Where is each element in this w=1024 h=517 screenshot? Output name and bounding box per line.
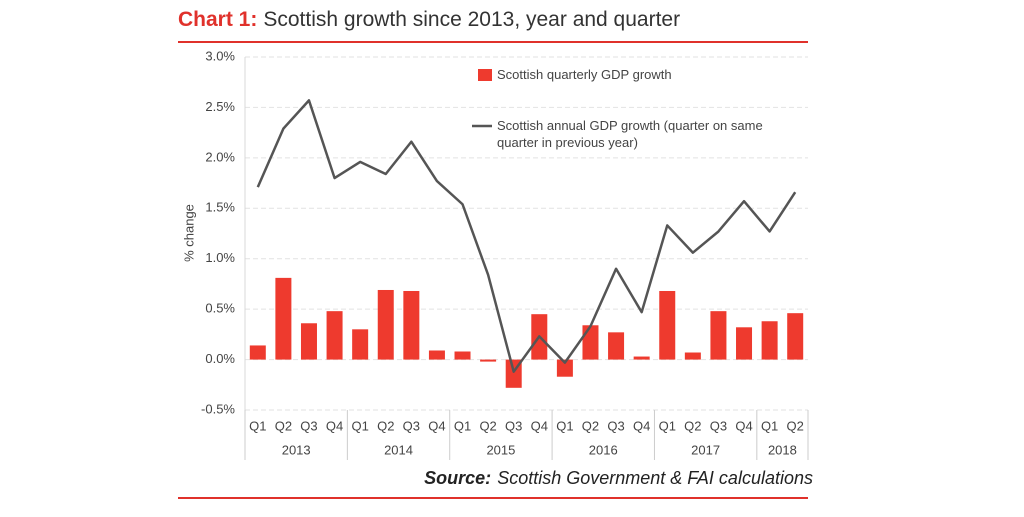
x-tick-label: Q3 — [505, 418, 522, 433]
x-tick-label: Q1 — [761, 418, 778, 433]
legend-swatch — [478, 69, 492, 81]
source-label: Source: — [424, 468, 491, 488]
x-group-label: 2013 — [282, 442, 311, 457]
x-tick-label: Q2 — [377, 418, 394, 433]
bar — [300, 323, 317, 360]
legend-label: Scottish annual GDP growth (quarter on s… — [497, 118, 763, 150]
y-tick-label: 0.0% — [205, 351, 235, 366]
x-group-label: 2016 — [589, 442, 618, 457]
x-tick-label: Q2 — [479, 418, 496, 433]
x-group-label: 2018 — [768, 442, 797, 457]
legend-entry: Scottish annual GDP growth (quarter on s… — [497, 118, 763, 150]
bar — [275, 277, 292, 360]
x-tick-label: Q2 — [275, 418, 292, 433]
x-tick-label: Q4 — [326, 418, 343, 433]
bar — [787, 313, 804, 360]
title-label: Chart 1: — [178, 8, 257, 31]
x-tick-label: Q2 — [582, 418, 599, 433]
x-tick-label: Q1 — [659, 418, 676, 433]
y-axis-label: % change — [181, 204, 196, 262]
bar — [710, 311, 727, 360]
source-text: Scottish Government & FAI calculations — [497, 468, 813, 488]
x-group-label: 2017 — [691, 442, 720, 457]
x-tick-label: Q1 — [454, 418, 471, 433]
legend-label: Scottish quarterly GDP growth — [497, 67, 672, 82]
legend-entry: Scottish quarterly GDP growth — [497, 67, 672, 82]
bar — [582, 325, 599, 360]
x-tick-label: Q4 — [735, 418, 752, 433]
title-text: Scottish growth since 2013, year and qua… — [263, 8, 680, 31]
bar — [556, 359, 573, 377]
bar — [249, 345, 266, 360]
bar — [403, 290, 420, 360]
x-tick-label: Q4 — [633, 418, 650, 433]
y-tick-label: 1.0% — [205, 250, 235, 265]
x-tick-label: Q3 — [607, 418, 624, 433]
x-group-label: 2014 — [384, 442, 413, 457]
bar — [352, 329, 369, 360]
bar — [659, 290, 676, 360]
line — [256, 99, 797, 373]
y-tick-label: 1.5% — [205, 200, 235, 215]
x-tick-label: Q4 — [531, 418, 548, 433]
y-tick-label: 2.0% — [205, 149, 235, 164]
x-tick-label: Q4 — [428, 418, 445, 433]
x-group-label: 2015 — [486, 442, 515, 457]
x-tick-label: Q2 — [787, 418, 804, 433]
bar — [454, 351, 471, 360]
x-tick-label: Q1 — [249, 418, 266, 433]
bar — [377, 289, 394, 360]
source: Source: Scottish Government & FAI calcula… — [424, 468, 813, 488]
y-tick-label: 2.5% — [205, 99, 235, 114]
y-tick-label: 0.5% — [205, 301, 235, 316]
x-tick-label: Q3 — [710, 418, 727, 433]
x-tick-label: Q3 — [403, 418, 420, 433]
x-tick-label: Q2 — [684, 418, 701, 433]
bar — [633, 356, 650, 360]
bar — [761, 321, 778, 360]
bar — [428, 350, 445, 360]
y-tick-label: 3.0% — [205, 48, 235, 63]
bar — [480, 359, 497, 362]
bar — [684, 352, 701, 360]
bar — [326, 311, 343, 360]
bar — [736, 327, 753, 360]
chart-title: Chart 1: Scottish growth since 2013, year… — [178, 8, 680, 31]
bar — [608, 332, 625, 360]
x-tick-label: Q1 — [351, 418, 368, 433]
x-tick-label: Q3 — [300, 418, 317, 433]
y-tick-label: -0.5% — [201, 401, 235, 416]
x-tick-label: Q1 — [556, 418, 573, 433]
